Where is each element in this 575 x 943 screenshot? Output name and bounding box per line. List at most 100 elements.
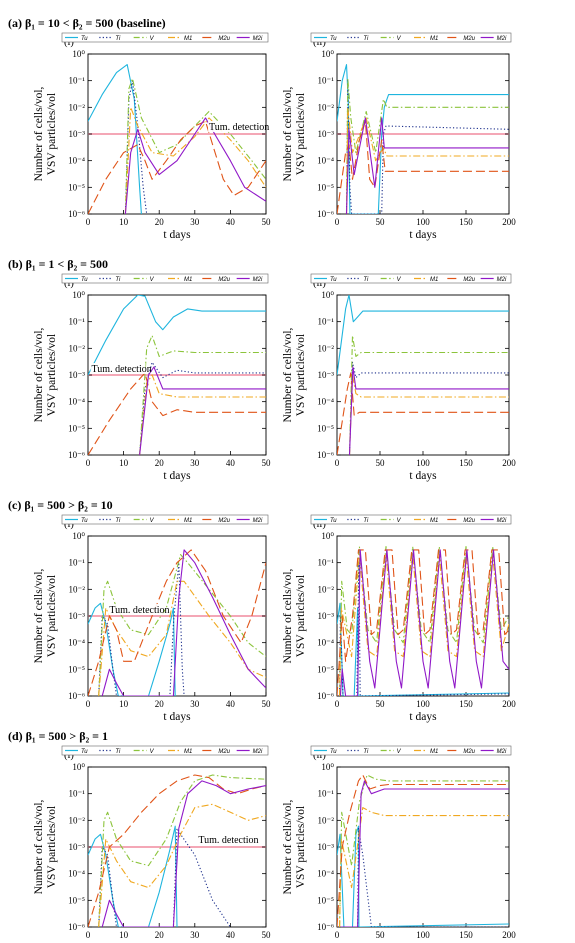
panel-a-left-label: (i) [64,37,74,48]
panel-d-right-ylabel-2: VSV particles/vol [295,806,307,889]
legend-label-Ti: Ti [363,518,369,524]
panel-b-left-xtick-label: 40 [226,458,236,468]
series-M1 [345,106,509,214]
panel-c-right-ytick-label: 10⁻¹ [318,558,335,568]
panel-c-left-xtick-label: 40 [226,699,236,709]
panel-b-left-ytick-label: 10⁰ [72,290,85,300]
panel-a-right-xtick-label: 200 [502,217,516,227]
tumour-detection-annotation: Tum. detection [209,122,269,133]
panel-d-left-xtick-label: 30 [190,930,200,940]
panel-b-left-ytick-label: 10⁻⁵ [68,423,85,433]
panel-b-right-xtick-label: 100 [416,458,430,468]
panel-a-right-legend: Tu Ti V M1 M2u M2i [310,32,512,43]
panel-b-right-ytick-label: 10⁻¹ [318,317,335,327]
panel-a-right-xtick-label: 50 [376,217,386,227]
panel-d-left-label: (i) [64,750,74,761]
series-M2i [345,117,509,214]
series-Tu [88,64,142,214]
series-V [139,335,266,455]
legend-label-Tu: Tu [330,36,337,42]
panel-c-right-ytick-label: 10⁻³ [318,611,335,621]
legend-label-Tu: Tu [81,749,88,755]
panel-b-right-ytick-label: 10⁻² [318,343,335,353]
legend-label-V: V [150,749,155,755]
panel-b-left-xtick-label: 30 [190,458,200,468]
legend-label-M1: M1 [184,749,192,755]
legend-label-M1: M1 [184,36,192,42]
panel-a-left-ylabel-2: VSV particles/vol [46,93,58,176]
panel-c-left-xtick-label: 10 [119,699,129,709]
panel-b-left-legend: Tu Ti V M1 M2u M2i [61,273,269,284]
panel-c-right-xtick-label: 200 [502,699,516,709]
panel-c-left-ylabel-2: VSV particles/vol [46,575,58,658]
series-M2i [340,780,509,927]
legend-frame [61,32,269,43]
legend-label-M1: M1 [430,277,438,283]
series-V [348,335,509,455]
panel-a-right-ylabel-2: VSV particles/vol [295,93,307,176]
series-M1 [98,580,266,696]
series-M2i [348,366,509,455]
series-M1 [124,106,266,214]
panel-d-left-ytick-label: 10⁻² [69,815,86,825]
series-M2i [124,117,266,214]
series-M2i [101,780,266,927]
legend-frame [61,273,269,284]
panel-b-right-ytick-label: 10⁰ [321,290,334,300]
legend-label-Ti: Ti [115,518,121,524]
panel-d-left-ytick-label: 10⁻¹ [69,789,86,799]
legend-label-Tu: Tu [81,277,88,283]
panel-b-right-ylabel-1: Number of cells/vol, [282,327,294,422]
legend-label-Ti: Ti [115,749,121,755]
panel-d-left-xtick-label: 50 [262,930,272,940]
panel-a-left-legend: Tu Ti V M1 M2u M2i [61,32,269,43]
tumour-detection-annotation: Tum. detection [198,835,258,846]
series-M2u [88,549,266,696]
panel-title-a: (a) β₁ = 10 < β₂ = 500 (baseline) [8,16,166,30]
series-Tu [337,64,509,214]
panel-d-right-xtick-label: 150 [459,930,473,940]
series-V [98,554,266,696]
panel-a-right-xtick-label: 100 [416,217,430,227]
panel-d-right-xtick-label: 50 [376,930,386,940]
panel-a-left-ytick-label: 10⁻⁴ [68,156,85,166]
panel-b-left-ytick-label: 10⁻⁴ [68,397,85,407]
panel-d-right-ytick-label: 10⁻⁵ [317,895,334,905]
panel-d-left-xtick-label: 0 [86,930,91,940]
panel-c-left-ytick-label: 10⁻⁵ [68,664,85,674]
legend-frame [310,32,512,43]
series-M2u [88,120,266,214]
panel-a-left-xtick-label: 20 [155,217,165,227]
panel-b-right-xlabel: t days [409,470,437,482]
panel-c-right-ytick-label: 10⁰ [321,531,334,541]
panel-c-left-ylabel-1: Number of cells/vol, [33,568,45,663]
panel-d-right-ytick-label: 10⁻⁶ [317,922,334,932]
panel-c-right-label: (ii) [313,519,326,530]
legend-label-M2u: M2u [463,277,475,283]
series-Tu [337,602,509,696]
series-Tu [337,295,509,376]
series-Tu [88,825,178,927]
panel-d-left-ylabel-2: VSV particles/vol [46,806,58,889]
panel-d-left-ytick-label: 10⁻⁶ [68,922,85,932]
panel-b-left-ytick-label: 10⁻⁶ [68,450,85,460]
legend-label-M2u: M2u [463,518,475,524]
legend-label-Tu: Tu [81,518,88,524]
legend-label-M2u: M2u [463,749,475,755]
legend-frame [310,745,512,756]
panel-b-left-ytick-label: 10⁻² [69,343,86,353]
panel-a-right-ytick-label: 10⁻⁴ [317,156,334,166]
legend-label-Tu: Tu [81,36,88,42]
panel-a-right-xtick-label: 150 [459,217,473,227]
panel-b-right-ylabel-2: VSV particles/vol [295,334,307,417]
legend-label-V: V [150,518,155,524]
legend-label-M1: M1 [184,518,192,524]
panel-b-left-xtick-label: 10 [119,458,129,468]
legend-label-M2i: M2i [497,749,507,755]
panel-a-left-xtick-label: 30 [190,217,200,227]
legend-frame [310,273,512,284]
legend-label-V: V [150,277,155,283]
panel-a-right-label: (ii) [313,37,326,48]
legend-label-Ti: Ti [115,277,121,283]
legend-label-Tu: Tu [330,749,337,755]
